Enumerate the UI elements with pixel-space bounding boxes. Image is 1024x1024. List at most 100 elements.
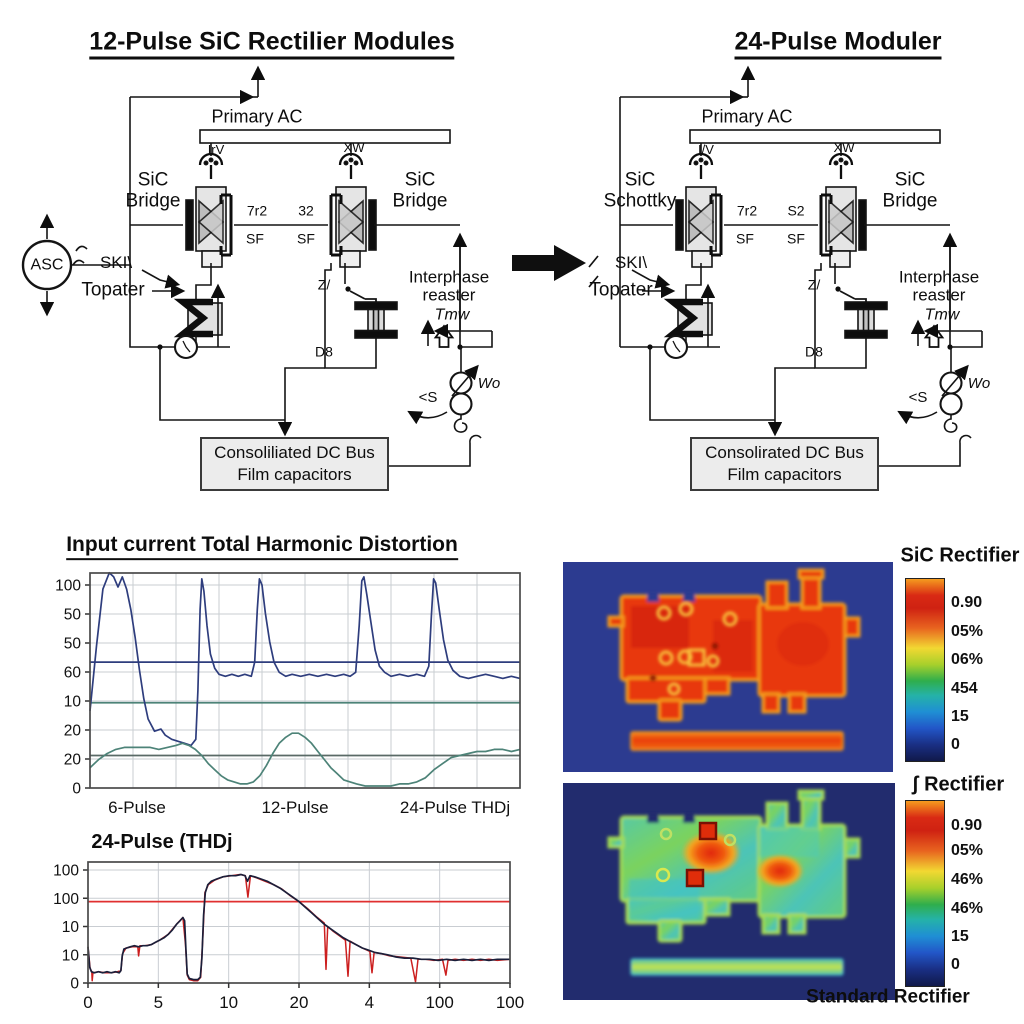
y-tick-label: 10 [62, 919, 80, 936]
ratio1-top: 7r2 [736, 202, 758, 219]
colorbar-tick: 454 [951, 680, 978, 697]
meter-circle [939, 371, 963, 395]
meter-circle [939, 392, 963, 416]
meter-circle [449, 392, 473, 416]
colorbar-tick: 46% [951, 900, 984, 917]
plot-border [89, 572, 521, 789]
transformer-1 [184, 185, 233, 269]
x-tick-label: 5 [154, 993, 163, 1012]
x-tick-label: 20 [290, 993, 309, 1012]
x-axis-label: 24-Pulse THDj [400, 798, 510, 817]
y-tick-label: 100 [53, 863, 79, 880]
colorbar-tick: 0.90 [951, 817, 983, 834]
heat-bar [630, 731, 844, 751]
inductor-sigma [673, 302, 712, 335]
dc-bus-box: Consolirated DC Bus Film capacitors [690, 437, 879, 491]
bridge-right-label: SiC Bridge [392, 169, 448, 211]
xfmr1-label: I/V [698, 141, 714, 157]
interphase-label: Interphase reaster [408, 267, 490, 305]
switch-label: SKI\ [614, 252, 648, 272]
tmw-label: Tmw [434, 306, 470, 324]
primary-bus [199, 129, 451, 144]
colorbar-tick: 15 [951, 928, 969, 945]
y-tick-label: 100 [53, 891, 79, 908]
xfmr2-label: XW [833, 139, 855, 155]
interphase-reactor [354, 301, 398, 339]
winding-symbol [198, 152, 224, 181]
xfmr2-label: XW [343, 139, 365, 155]
thermal-bottom-title: ʃ Rectifier [911, 773, 1005, 796]
d-label: D8 [805, 343, 823, 360]
series-p24-navy [87, 873, 510, 981]
feeder-label: Topater [81, 279, 145, 301]
pcb-body-hot [607, 568, 861, 722]
colorbar-tick: 05% [951, 623, 984, 640]
y-tick-label: 20 [64, 752, 82, 769]
series-thd-blue [89, 571, 521, 747]
y-tick-label: 60 [64, 665, 82, 682]
bridge-left-label: SiC Bridge [125, 169, 181, 211]
dc-bus-line1: Consoliliated DC Bus [214, 442, 375, 462]
w-label: Wo [477, 374, 501, 392]
colorbar-tick: 15 [951, 708, 969, 725]
transition-arrow [512, 245, 586, 281]
left-diagram-title: 12-Pulse SiC Rectilier Modules [89, 28, 455, 60]
tmw-label: Tmw [924, 306, 960, 324]
interphase-reactor [844, 301, 888, 339]
ratio1-bottom: SF [246, 230, 264, 247]
feeder-label: Topater [589, 279, 653, 301]
x-tick-label: 4 [365, 993, 374, 1012]
dc-bus-line1: Consolirated DC Bus [705, 442, 864, 462]
interphase-label: Interphase reaster [898, 267, 980, 305]
thermal-image-standard [563, 783, 895, 1000]
hotspots [655, 821, 804, 888]
primary-ac-label: Primary AC [701, 106, 793, 127]
xfmr1-label: IrV [207, 141, 225, 157]
x-axis-label: 6-Pulse [108, 798, 166, 817]
hollow-arrow [924, 325, 944, 348]
source-circle [21, 239, 73, 291]
ratio2-bottom: SF [787, 230, 805, 247]
meter-circle [449, 371, 473, 395]
transformer-2 [329, 185, 378, 269]
colorbar-tick: 06% [951, 651, 984, 668]
y-tick-label: 100 [55, 578, 81, 595]
x-tick-label: 10 [219, 993, 238, 1012]
y-tick-label: 0 [70, 976, 79, 993]
standard-rectifier-caption: Standard Rectifier [806, 986, 970, 1008]
bridge-left-label: SiC Schottky [603, 169, 677, 211]
right-schematic [588, 65, 983, 467]
primary-bus [689, 129, 941, 144]
thd-chart: 100 50 50 60 10 20 20 0 6-Pulse 12-Pulse 24-Pulse … [55, 571, 521, 817]
colorbar [905, 578, 945, 762]
z-label: Z/ [807, 276, 821, 293]
colorbar-tick: 0.90 [951, 594, 983, 611]
y-tick-label: 10 [62, 947, 80, 964]
thermal-top-title: SiC Rectifier [900, 544, 1020, 567]
x-axis-label: 12-Pulse [261, 798, 328, 817]
winding-symbol [828, 152, 854, 181]
winding-symbol [338, 152, 364, 181]
screw-holes [650, 601, 738, 696]
x-tick-label: 0 [83, 993, 92, 1012]
colorbar-tick: 46% [951, 871, 984, 888]
heat-bar [630, 958, 844, 976]
ratio2-bottom: SF [297, 230, 315, 247]
z-label: Z/ [317, 276, 331, 293]
dc-bus-box: Consoliliated DC Bus Film capacitors [200, 437, 389, 491]
colorbar-tick: 05% [951, 842, 984, 859]
inductor-sigma [183, 302, 222, 335]
colorbar [905, 800, 945, 987]
ratio2-top: S2 [787, 202, 805, 219]
left-schematic [21, 65, 493, 467]
right-diagram-title: 24-Pulse Moduler [734, 28, 942, 60]
s-label: <S [418, 388, 438, 406]
series-thd-teal [89, 732, 521, 787]
bridge-right-label: SiC Bridge [882, 169, 938, 211]
ratio2-top: 32 [298, 202, 314, 219]
dc-bus-line2: Film capacitors [237, 465, 352, 484]
y-tick-label: 10 [64, 694, 82, 711]
y-tick-label: 20 [64, 723, 82, 740]
